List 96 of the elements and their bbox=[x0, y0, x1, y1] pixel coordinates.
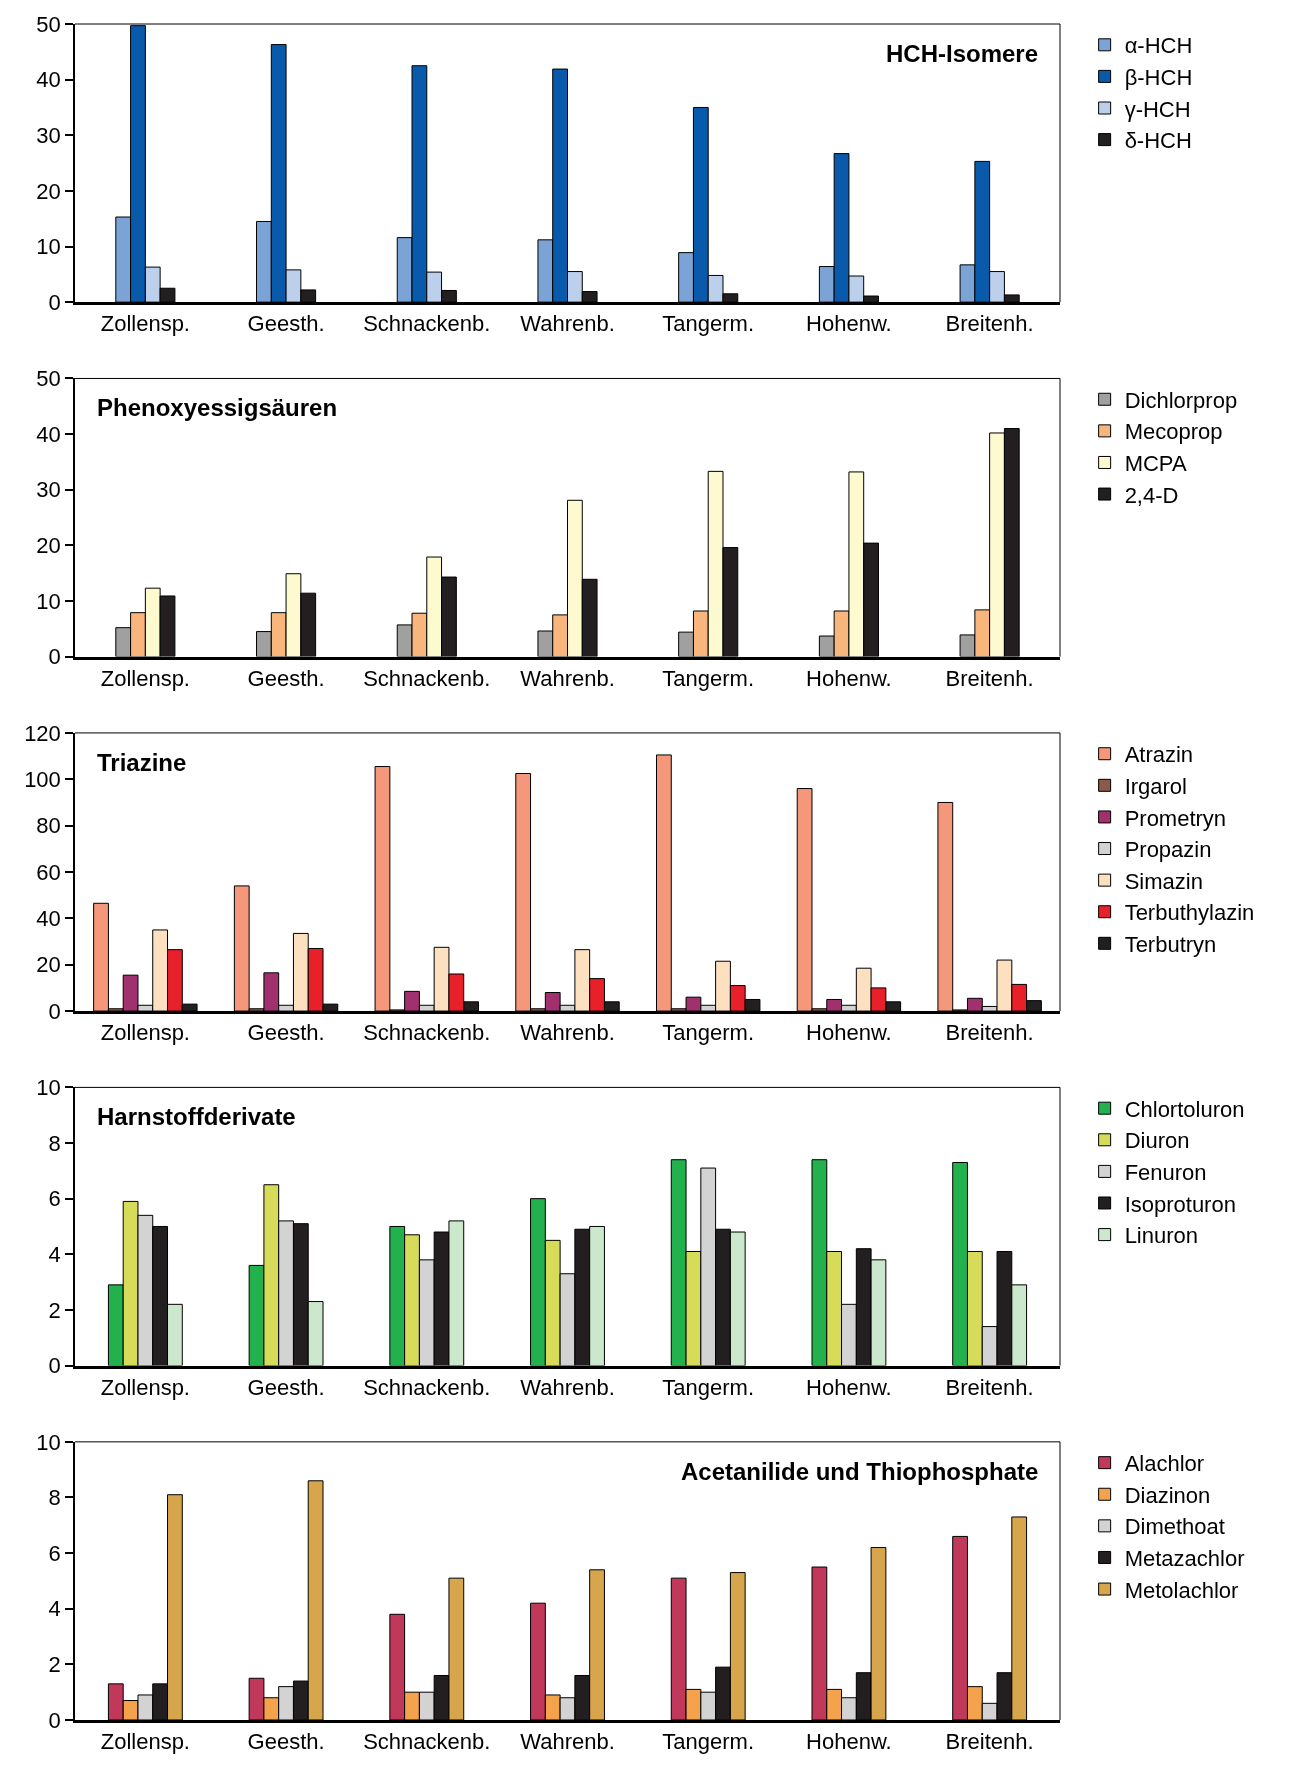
legend-label: Isoproturon bbox=[1124, 1191, 1236, 1217]
y-tick-label: 4 bbox=[48, 1596, 61, 1622]
legend-label: MCPA bbox=[1124, 451, 1187, 477]
x-tick-label: Wahrenb. bbox=[520, 1374, 615, 1400]
y-tick-label: 40 bbox=[36, 906, 61, 932]
x-tick-label: Wahrenb. bbox=[520, 1729, 615, 1755]
y-tick-label: 10 bbox=[36, 1075, 61, 1101]
x-tick-label: Wahrenb. bbox=[520, 1020, 615, 1046]
x-tick-label: Geesth. bbox=[247, 311, 325, 337]
y-tick-label: 80 bbox=[36, 813, 61, 839]
legend-label: δ-HCH bbox=[1124, 128, 1192, 154]
y-tick-label: 0 bbox=[48, 289, 61, 315]
x-tick-label: Wahrenb. bbox=[520, 311, 615, 337]
x-tick-label: Geesth. bbox=[247, 1374, 325, 1400]
x-tick-label: Wahrenb. bbox=[520, 665, 615, 691]
y-tick-label: 50 bbox=[36, 11, 61, 37]
x-tick-label: Zollensp. bbox=[100, 1020, 190, 1046]
y-tick-label: 20 bbox=[36, 178, 61, 204]
legend-label: Atrazin bbox=[1124, 742, 1194, 768]
x-tick-label: Hohenw. bbox=[806, 1020, 892, 1046]
legend-label: Prometryn bbox=[1124, 805, 1227, 831]
y-tick-label: 40 bbox=[36, 421, 61, 447]
text: HCH-Isomere bbox=[886, 40, 1039, 67]
legend-label: Diuron bbox=[1124, 1128, 1190, 1154]
y-tick-label: 2 bbox=[48, 1297, 61, 1323]
y-tick-label: 4 bbox=[48, 1241, 61, 1267]
y-tick-label: 50 bbox=[36, 366, 61, 392]
legend-label: Diazinon bbox=[1124, 1482, 1211, 1508]
y-tick-label: 0 bbox=[48, 1707, 61, 1733]
x-tick-label: Breitenh. bbox=[945, 1729, 1034, 1755]
x-tick-label: Schnackenb. bbox=[363, 665, 491, 691]
y-tick-label: 0 bbox=[48, 644, 61, 670]
legend-label: Metolachlor bbox=[1124, 1577, 1239, 1603]
y-tick-label: 20 bbox=[36, 952, 61, 978]
y-tick-label: 20 bbox=[36, 533, 61, 559]
x-tick-label: Tangerm. bbox=[662, 1374, 755, 1400]
legend-label: Terbuthylazin bbox=[1124, 900, 1255, 926]
legend-label: Chlortoluron bbox=[1124, 1096, 1245, 1122]
x-tick-label: Hohenw. bbox=[806, 1729, 892, 1755]
y-tick-label: 30 bbox=[36, 122, 61, 148]
y-tick-label: 10 bbox=[36, 1429, 61, 1455]
legend-label: γ-HCH bbox=[1124, 96, 1191, 122]
x-tick-label: Zollensp. bbox=[100, 311, 190, 337]
x-tick-label: Tangerm. bbox=[662, 665, 755, 691]
y-tick-label: 0 bbox=[48, 1353, 61, 1379]
x-tick-label: Schnackenb. bbox=[363, 1729, 491, 1755]
x-tick-label: Geesth. bbox=[247, 1020, 325, 1046]
text: Triazine bbox=[97, 749, 187, 776]
x-tick-label: Hohenw. bbox=[806, 1374, 892, 1400]
x-tick-label: Zollensp. bbox=[100, 665, 190, 691]
y-tick-label: 100 bbox=[24, 766, 61, 792]
x-tick-label: Breitenh. bbox=[945, 1020, 1034, 1046]
y-tick-label: 6 bbox=[48, 1540, 61, 1566]
text: Phenoxyessigsäuren bbox=[97, 394, 338, 421]
legend-label: Irgarol bbox=[1124, 773, 1187, 799]
x-tick-label: Tangerm. bbox=[662, 1729, 755, 1755]
x-tick-label: Hohenw. bbox=[806, 311, 892, 337]
x-tick-label: Breitenh. bbox=[945, 311, 1034, 337]
legend-label: Dimethoat bbox=[1124, 1514, 1225, 1540]
x-tick-label: Zollensp. bbox=[100, 1729, 190, 1755]
legend-label: β-HCH bbox=[1124, 64, 1193, 90]
legend-label: Fenuron bbox=[1124, 1159, 1207, 1185]
x-tick-label: Hohenw. bbox=[806, 665, 892, 691]
legend-label: Alachlor bbox=[1124, 1451, 1205, 1477]
y-tick-label: 120 bbox=[24, 720, 61, 746]
y-tick-label: 6 bbox=[48, 1186, 61, 1212]
legend-label: Linuron bbox=[1124, 1223, 1199, 1249]
legend-label: Metazachlor bbox=[1124, 1546, 1245, 1572]
x-tick-label: Tangerm. bbox=[662, 311, 755, 337]
y-tick-label: 8 bbox=[48, 1485, 61, 1511]
x-tick-label: Zollensp. bbox=[100, 1374, 190, 1400]
x-tick-label: Schnackenb. bbox=[363, 1020, 491, 1046]
legend-label: Dichlorprop bbox=[1124, 387, 1238, 413]
x-tick-label: Breitenh. bbox=[945, 665, 1034, 691]
legend-label: 2,4-D bbox=[1124, 482, 1179, 508]
legend-label: Terbutryn bbox=[1124, 931, 1217, 957]
y-tick-label: 60 bbox=[36, 859, 61, 885]
x-tick-label: Breitenh. bbox=[945, 1374, 1034, 1400]
text: Acetanilide und Thiophosphate bbox=[681, 1458, 1039, 1485]
legend-label: Mecoprop bbox=[1124, 419, 1223, 445]
x-tick-label: Schnackenb. bbox=[363, 311, 491, 337]
x-tick-label: Schnackenb. bbox=[363, 1374, 491, 1400]
y-tick-label: 40 bbox=[36, 67, 61, 93]
text: Harnstoffderivate bbox=[97, 1103, 296, 1130]
legend-label: α-HCH bbox=[1124, 33, 1193, 59]
y-tick-label: 0 bbox=[48, 998, 61, 1024]
legend-label: Propazin bbox=[1124, 837, 1212, 863]
y-tick-label: 10 bbox=[36, 234, 61, 260]
x-tick-label: Tangerm. bbox=[662, 1020, 755, 1046]
y-tick-label: 2 bbox=[48, 1652, 61, 1678]
legend-label: Simazin bbox=[1124, 868, 1203, 894]
y-tick-label: 10 bbox=[36, 588, 61, 614]
x-tick-label: Geesth. bbox=[247, 1729, 325, 1755]
y-tick-label: 8 bbox=[48, 1130, 61, 1156]
x-tick-label: Geesth. bbox=[247, 665, 325, 691]
y-tick-label: 30 bbox=[36, 477, 61, 503]
